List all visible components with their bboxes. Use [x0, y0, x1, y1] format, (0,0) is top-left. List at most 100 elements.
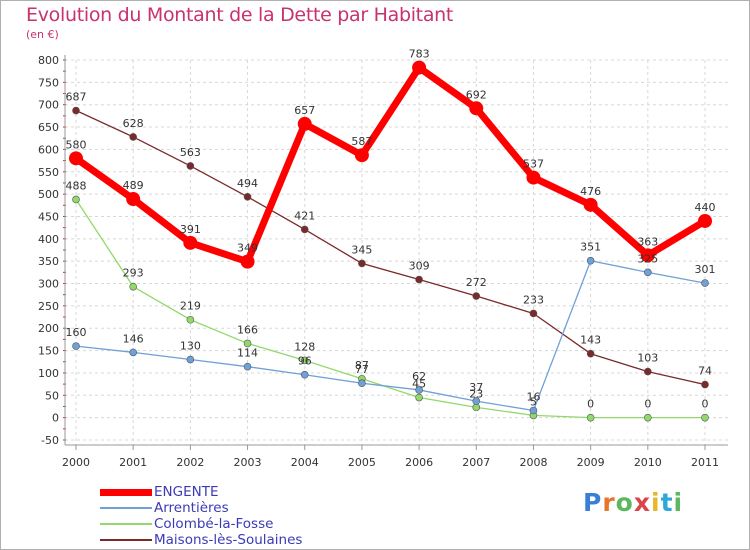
data-point [701, 413, 709, 422]
legend-swatch [100, 488, 152, 496]
y-tick-label: 150 [38, 345, 59, 358]
y-tick-label: 550 [38, 166, 59, 179]
data-label: 494 [237, 177, 258, 190]
data-label: 219 [180, 300, 201, 313]
data-label: 272 [466, 276, 487, 289]
data-label: 0 [644, 398, 651, 411]
legend-label: Colombé-la-Fosse [154, 516, 274, 532]
data-point [469, 101, 484, 116]
proxiti-logo: Proxiti [583, 488, 683, 517]
data-point [243, 339, 252, 348]
data-label: 537 [523, 158, 544, 171]
series-line [75, 260, 706, 412]
data-label: 783 [409, 48, 430, 61]
data-point [586, 413, 595, 422]
data-label: 128 [294, 340, 315, 353]
data-point [701, 279, 709, 287]
series-line [75, 198, 706, 419]
data-point [129, 133, 137, 141]
data-label: 146 [123, 332, 144, 345]
data-point [243, 193, 252, 201]
data-label: 628 [123, 117, 144, 130]
data-label: 363 [637, 235, 658, 248]
data-label: 421 [294, 209, 315, 222]
y-tick-label: 600 [38, 143, 59, 156]
data-label: 325 [637, 252, 658, 265]
data-point [529, 406, 538, 415]
data-label: 103 [637, 352, 658, 365]
data-point [183, 235, 198, 250]
data-label: 657 [294, 104, 315, 117]
data-point [472, 292, 481, 300]
y-tick-label: 350 [38, 255, 59, 268]
legend-swatch [100, 539, 152, 541]
data-label: 5 [530, 395, 537, 408]
data-label: 96 [298, 355, 312, 368]
data-point [186, 162, 195, 170]
data-point [415, 275, 423, 284]
data-point [69, 151, 83, 166]
data-label: 37 [469, 381, 483, 394]
data-label: 166 [237, 323, 258, 336]
data-label: 587 [351, 135, 372, 148]
data-point [297, 116, 312, 131]
y-tick-label: 700 [38, 99, 59, 112]
data-point [72, 106, 80, 115]
data-point [644, 367, 652, 376]
data-point [300, 225, 309, 234]
data-point [698, 213, 712, 228]
logo-letter: i [673, 488, 684, 517]
data-label: 87 [355, 359, 369, 372]
data-label: 45 [412, 378, 426, 391]
data-label: 130 [180, 340, 201, 353]
data-label: 77 [355, 363, 369, 376]
logo-letter: i [651, 488, 661, 517]
y-tick-label: 50 [45, 389, 59, 402]
series-line [72, 64, 709, 266]
y-tick-label: 200 [38, 322, 59, 335]
data-label: 580 [66, 138, 87, 151]
x-tick-label: 2001 [119, 456, 147, 469]
y-tick-label: -50 [41, 434, 59, 447]
data-point [300, 370, 309, 379]
data-label: 62 [412, 370, 426, 383]
data-label: 488 [66, 179, 87, 192]
legend-swatch [100, 523, 152, 525]
x-tick-label: 2004 [291, 456, 319, 469]
y-tick-label: 250 [38, 300, 59, 313]
data-label: 0 [587, 398, 594, 411]
x-tick-label: 2009 [577, 456, 605, 469]
chart-subtitle: (en €) [26, 28, 59, 41]
y-tick-label: 650 [38, 121, 59, 134]
data-point [415, 393, 423, 402]
data-point [354, 148, 369, 163]
chart-title: Evolution du Montant de la Dette par Hab… [26, 4, 454, 26]
data-label: 114 [237, 347, 258, 360]
data-point [701, 380, 709, 389]
data-label: 349 [237, 242, 258, 255]
data-label: 74 [698, 365, 712, 378]
data-label: 345 [351, 243, 372, 256]
data-label: 489 [123, 179, 144, 192]
x-tick-label: 2003 [234, 456, 262, 469]
data-point [186, 315, 195, 324]
data-label: 233 [523, 293, 544, 306]
data-label: 23 [469, 387, 483, 400]
data-point [526, 170, 541, 185]
data-label: 309 [409, 260, 430, 273]
data-label: 440 [695, 201, 716, 214]
data-label: 563 [180, 146, 201, 159]
x-tick-label: 2008 [519, 456, 547, 469]
x-tick-label: 2002 [176, 456, 204, 469]
data-point [240, 254, 255, 269]
data-point [358, 379, 366, 388]
legend-label: Arrentières [154, 500, 229, 516]
logo-letter: r [602, 488, 616, 517]
data-label: 301 [695, 263, 716, 276]
data-label: 16 [526, 390, 540, 403]
data-label: 687 [66, 91, 87, 104]
y-tick-label: 800 [38, 54, 59, 67]
logo-letter: x [633, 488, 651, 517]
y-tick-label: 400 [38, 233, 59, 246]
data-point [358, 259, 366, 268]
